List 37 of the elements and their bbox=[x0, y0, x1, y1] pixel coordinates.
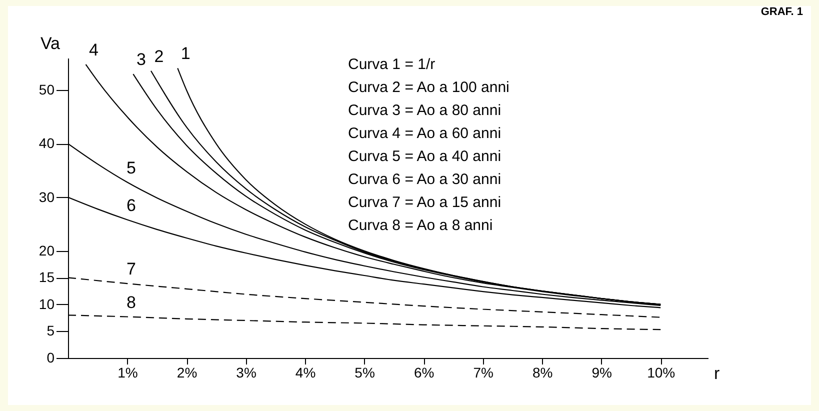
series-label: 5 bbox=[126, 158, 136, 178]
series-label: 1 bbox=[180, 44, 190, 64]
series-label: 4 bbox=[89, 40, 99, 60]
y-tick-label: 5 bbox=[46, 322, 55, 339]
x-tick-label: 7% bbox=[473, 364, 494, 380]
x-tick-label: 3% bbox=[236, 364, 256, 380]
x-tick-label: 10% bbox=[647, 364, 676, 380]
y-tick-label: 20 bbox=[38, 242, 55, 258]
annotation: Curva 8 = Ao a 8 anni bbox=[348, 217, 493, 234]
annotation: Curva 3 = Ao a 80 anni bbox=[348, 102, 502, 119]
annotation: Curva 7 = Ao a 15 anni bbox=[348, 194, 502, 211]
y-axis-title: Va bbox=[40, 34, 61, 53]
x-tick-label: 5% bbox=[354, 364, 375, 380]
series-label: 3 bbox=[136, 50, 146, 70]
annotation: Curva 6 = Ao a 30 anni bbox=[348, 171, 502, 188]
series-label: 2 bbox=[154, 46, 164, 66]
x-tick-label: 1% bbox=[118, 364, 138, 380]
x-tick-label: 8% bbox=[532, 364, 553, 380]
annotation: Curva 4 = Ao a 60 anni bbox=[348, 125, 502, 142]
x-tick-label: 4% bbox=[295, 364, 316, 380]
series-label: 6 bbox=[126, 196, 136, 215]
annotation: Curva 1 = 1/r bbox=[348, 56, 436, 73]
series-label: 7 bbox=[126, 260, 136, 279]
x-tick-label: 9% bbox=[592, 364, 612, 380]
y-tick-label: 40 bbox=[38, 135, 55, 152]
annotation: Curva 5 = Ao a 40 anni bbox=[348, 148, 502, 165]
x-tick-label: 2% bbox=[176, 364, 198, 380]
y-tick-label: 10 bbox=[38, 296, 55, 312]
series-label: 8 bbox=[126, 292, 136, 312]
text: GRAF. 1 bbox=[760, 6, 803, 18]
y-tick-label: 30 bbox=[38, 188, 55, 205]
x-tick-label: 6% bbox=[414, 364, 434, 380]
x-axis-title: r bbox=[714, 364, 720, 383]
y-tick-label: 15 bbox=[38, 269, 55, 286]
annotation: Curva 2 = Ao a 100 anni bbox=[348, 79, 510, 96]
y-tick-label: 50 bbox=[38, 82, 55, 98]
y-tick-label: 0 bbox=[46, 350, 55, 366]
